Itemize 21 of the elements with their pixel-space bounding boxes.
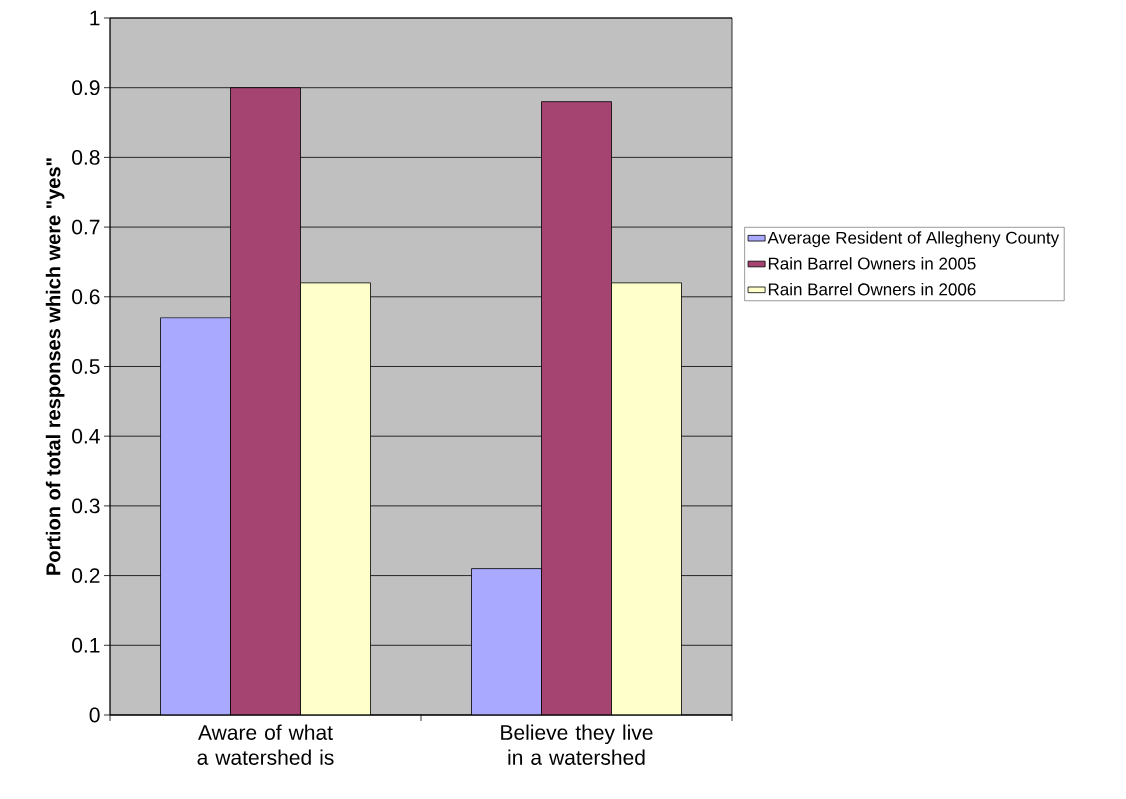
y-tick-label: 1: [90, 10, 100, 26]
y-tick-label: 0.8: [72, 149, 100, 165]
y-tick-label: 0: [89, 707, 100, 723]
legend-label: Rain Barrel Owners in 2005: [768, 257, 976, 270]
x-tick-label: Believe they live in a watershed: [501, 724, 653, 765]
legend-label: Rain Barrel Owners in 2006: [768, 282, 976, 296]
bar: [611, 282, 682, 715]
y-tick-label: 0.9: [72, 80, 100, 96]
bar: [230, 87, 301, 715]
y-tick-label: 0.7: [72, 219, 100, 235]
y-axis-title: Portion of total responses which were "yes": [45, 158, 65, 575]
x-tick-label: Aware of what a watershed is: [197, 724, 334, 765]
y-tick-label: 0.4: [72, 428, 100, 444]
y-tick-label: 0.2: [72, 568, 100, 584]
y-tick-label: 0.3: [72, 498, 100, 514]
y-tick-label: 0.6: [72, 289, 100, 305]
legend-label: Average Resident of Allegheny County: [767, 231, 1060, 248]
y-tick-label: 0.1: [72, 637, 100, 653]
y-tick-label: 0.5: [72, 359, 100, 374]
bar: [300, 282, 371, 715]
bar: [541, 101, 612, 715]
